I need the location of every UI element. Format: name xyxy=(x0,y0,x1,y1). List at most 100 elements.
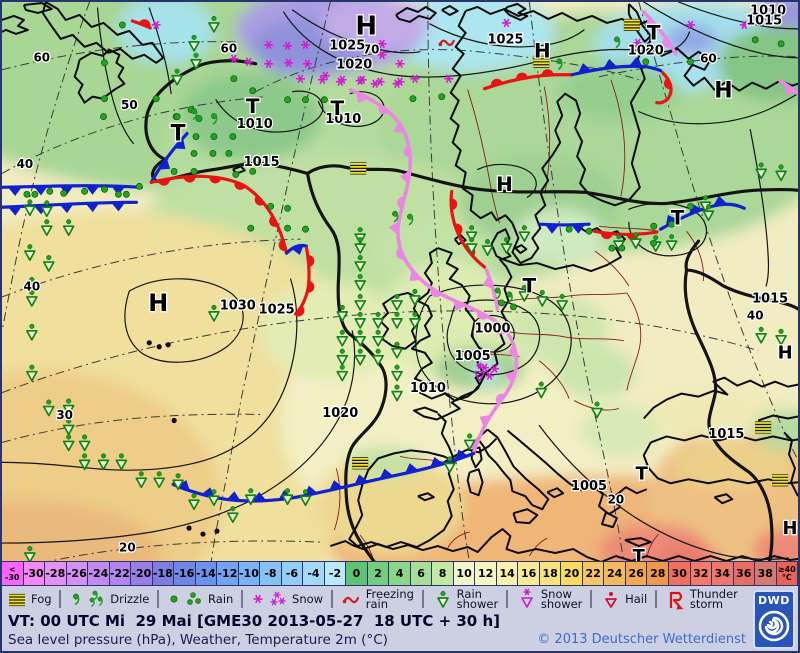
rain-symbol xyxy=(320,96,328,104)
scale-cell: 30 xyxy=(668,562,691,585)
warm-front xyxy=(482,73,574,91)
rain-symbol xyxy=(438,93,446,101)
temperature-field xyxy=(2,2,798,561)
map-label: 1020 xyxy=(322,406,358,421)
rain-symbol xyxy=(229,133,237,140)
drizzle-symbol xyxy=(97,596,103,607)
rain_shower-symbol xyxy=(172,473,184,491)
snow-symbol xyxy=(302,59,312,69)
rain_shower-symbol xyxy=(775,164,787,182)
drizzle-symbol xyxy=(73,593,80,606)
drizzle-symbol xyxy=(613,36,621,49)
rain-symbol xyxy=(118,21,126,29)
rain_shower-symbol xyxy=(354,293,367,311)
rain-symbol xyxy=(509,303,517,311)
rain_shower-symbol xyxy=(354,255,367,272)
fog-symbol xyxy=(352,457,369,470)
legend-item-snow-shower: Snow shower xyxy=(516,586,583,611)
snow-symbol xyxy=(375,77,385,86)
cold-front xyxy=(570,64,663,77)
snow-symbol xyxy=(151,20,161,30)
drizzle-symbol xyxy=(407,213,414,226)
map-label: 20 xyxy=(119,541,136,555)
map-label: 1010 xyxy=(237,117,273,132)
snow-symbol xyxy=(283,41,293,51)
rain-symbol xyxy=(190,167,198,175)
rain-symbol xyxy=(170,167,178,175)
weather-map: 60 60 60 70 50 40 40 40 30 20 20 1025 1020 1025 1020 10… xyxy=(2,2,798,561)
scale-cell: -26 xyxy=(66,562,89,585)
drizzle-symbol xyxy=(210,113,218,125)
map-label: 1025 xyxy=(259,302,295,317)
rain-symbol xyxy=(46,187,54,195)
map-label: T xyxy=(633,546,646,561)
scale-cell: -12 xyxy=(217,562,239,585)
drizzle-symbol xyxy=(92,590,98,601)
rain_shower-symbol xyxy=(702,204,715,222)
rain-symbol xyxy=(209,150,217,157)
rain_shower-symbol xyxy=(227,506,239,523)
rain_shower-symbol xyxy=(500,237,513,254)
scale-cell: 4 xyxy=(389,562,411,585)
fog-symbol xyxy=(623,18,640,31)
scale-cell: -10 xyxy=(238,562,261,585)
rain_shower-symbol xyxy=(281,488,294,506)
rain-symbol xyxy=(190,592,196,598)
drizzle-icon xyxy=(73,590,103,608)
rain_shower-symbol xyxy=(26,289,38,307)
hail-symbol xyxy=(605,592,617,608)
cold-front xyxy=(149,131,189,184)
rain_shower-symbol xyxy=(78,434,91,452)
occluded-front xyxy=(484,268,500,311)
weather-symbol-legend: Fog Drizzle Rain Snow Freezing rain Rain show… xyxy=(2,586,742,612)
map-label: 1010 xyxy=(325,112,361,127)
scale-cell: 32 xyxy=(690,562,713,585)
legend-label: Snow shower xyxy=(540,586,583,611)
dwd-logo: DWD xyxy=(753,590,795,649)
scale-cell: -6 xyxy=(281,562,304,585)
rain_shower-symbol xyxy=(208,489,220,507)
rain-symbol xyxy=(687,202,694,210)
rain-symbol xyxy=(23,190,31,198)
hail-icon xyxy=(605,592,617,608)
rain_shower-symbol xyxy=(115,453,128,471)
drizzle-symbol xyxy=(494,287,501,300)
snow-symbol xyxy=(317,75,327,85)
scale-cell: 36 xyxy=(733,562,756,585)
drizzle-symbol xyxy=(556,58,563,71)
rain-symbol xyxy=(195,598,201,604)
rain_shower-symbol xyxy=(409,288,421,306)
dwd-logo-text: DWD xyxy=(758,594,790,607)
scale-cell: 0 xyxy=(346,562,368,585)
legend-separator xyxy=(590,590,593,608)
snow-symbol xyxy=(270,598,278,606)
rain_shower-symbol xyxy=(188,34,200,52)
rain-symbol xyxy=(101,185,108,193)
legend-item-hail: Hail xyxy=(600,588,647,610)
rain-symbol xyxy=(650,222,658,230)
map-label: T xyxy=(331,97,345,120)
rain-symbol xyxy=(170,595,178,603)
map-label: H xyxy=(783,518,798,539)
snow-symbol xyxy=(444,74,454,84)
valid-time-line: VT: 00 UTC Mi 29 Mai [GME30 2013-05-27 1… xyxy=(8,612,500,630)
scale-cell: 38 xyxy=(755,562,777,585)
rain-symbol xyxy=(498,299,505,307)
map-label: 60 xyxy=(33,50,50,64)
legend-item-fog: Fog xyxy=(6,588,52,610)
rain_shower-symbol xyxy=(62,434,75,452)
legend-label: Drizzle xyxy=(110,591,150,606)
rain_shower-symbol xyxy=(354,273,367,291)
map-label: T xyxy=(636,463,649,484)
map-label: 1010 xyxy=(750,3,786,18)
rain_shower-symbol xyxy=(153,471,166,489)
rain_shower-symbol xyxy=(409,311,421,329)
snow-symbol xyxy=(284,58,294,68)
map-label: T xyxy=(246,95,260,118)
snow-symbol xyxy=(739,20,749,30)
rain_shower-symbol xyxy=(391,384,403,402)
scale-cell: 24 xyxy=(604,562,626,585)
rain_shower-symbol xyxy=(775,328,787,346)
copyright-text: © 2013 Deutscher Wetterdienst xyxy=(537,632,746,647)
rain-symbol xyxy=(60,189,68,197)
